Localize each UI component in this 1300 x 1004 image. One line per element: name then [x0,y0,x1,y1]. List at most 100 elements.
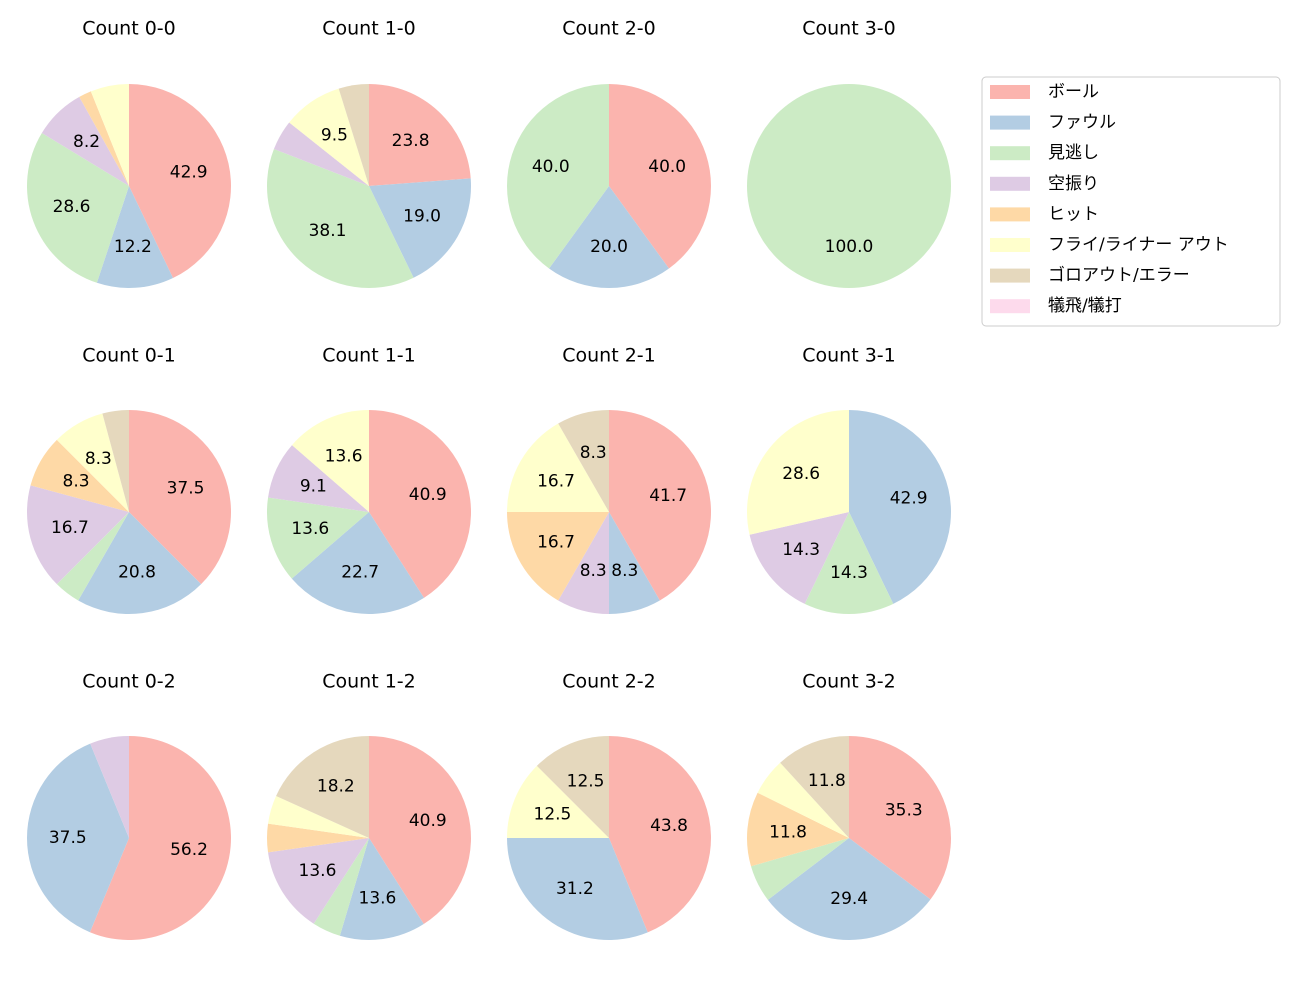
pie-slice [268,795,369,838]
chart-title: Count 3-1 [802,345,896,367]
legend-swatch [990,176,1030,191]
pie-slice [507,423,609,512]
value-label: 28.6 [53,197,91,217]
pie-slice [549,186,669,289]
pie-slice [609,512,660,614]
pie-slice [291,512,424,614]
value-label: 12.5 [534,805,572,825]
legend-swatch [990,207,1030,222]
pie-slice [558,512,609,614]
pie-slice [313,838,369,936]
value-label: 12.5 [567,771,605,791]
value-label: 8.3 [85,449,112,469]
pie-slice [369,410,471,598]
value-label: 20.0 [590,237,628,257]
pie-slice [30,439,129,512]
pie-slice [292,410,369,512]
legend-label: ゴロアウト/エラー [1048,265,1190,286]
value-label: 40.0 [648,157,686,177]
pie-slice [507,84,609,269]
pie-slice [558,410,609,512]
value-label: 9.5 [321,125,348,145]
value-label: 12.2 [114,237,152,257]
pie-slice [369,84,471,186]
pie-slice [78,512,202,614]
pie-slice [780,736,849,838]
pie-slice [129,410,231,585]
value-label: 31.2 [556,879,594,899]
legend-label: 空振り [1048,174,1099,194]
legend-label: フライ/ライナー アウト [1048,235,1229,255]
chart-title: Count 3-0 [802,18,896,40]
pie-slice [268,838,369,924]
pie-slice [369,178,471,278]
value-label: 23.8 [392,131,430,151]
legend-label: ヒット [1048,204,1099,224]
pie-slice [56,512,129,601]
value-label: 14.3 [782,540,820,560]
value-label: 14.3 [830,563,868,583]
pie-slice [102,410,129,512]
pie-slice [507,512,609,601]
legend-swatch [990,238,1030,252]
legend-swatch [990,268,1030,283]
value-label: 8.3 [580,443,607,463]
legend-label: ファウル [1048,113,1116,133]
value-label: 16.7 [51,518,89,538]
pie-slice [746,792,849,867]
value-label: 11.8 [769,823,807,843]
pie-slice [26,132,129,283]
legend-swatch [990,85,1030,99]
value-label: 28.6 [782,464,820,484]
pie-slice [767,838,931,940]
legend-swatch [990,299,1030,314]
value-label: 38.1 [309,221,347,241]
legend-label: 犠飛/犠打 [1048,296,1122,316]
pie-slice [266,149,414,289]
value-label: 41.7 [649,486,687,506]
pie-slice [56,413,129,512]
pie-slice [276,736,369,838]
value-label: 20.8 [118,563,156,583]
pie-slice [26,743,129,933]
chart-title: Count 0-2 [82,671,176,693]
value-label: 8.2 [73,132,100,152]
pie-slice [79,91,129,186]
pie-slice [90,736,129,838]
value-label: 16.7 [537,471,575,491]
value-label: 18.2 [317,777,355,797]
pie-slice [89,736,231,940]
pie-slice [267,823,369,853]
value-label: 37.5 [167,479,205,499]
value-label: 40.0 [532,157,570,177]
value-label: 42.9 [170,162,208,182]
chart-title: Count 1-1 [322,345,416,367]
pie-slice [849,736,951,900]
pie-slice [849,410,952,604]
value-label: 40.9 [409,811,447,831]
pie-slice [804,512,894,615]
pie-slice [750,838,849,900]
pie-slice [747,84,951,288]
value-label: 13.6 [359,889,397,909]
pie-slice [609,736,711,933]
pie-slice [507,838,648,940]
value-label: 8.3 [580,561,607,581]
legend-swatch [990,115,1030,130]
value-label: 29.4 [830,889,868,909]
value-label: 11.8 [808,771,846,791]
chart-title: Count 1-0 [322,18,416,40]
value-label: 8.3 [63,471,90,491]
pie-slice [273,122,369,186]
pie-slice [268,445,369,512]
pie-slice [96,186,174,288]
value-label: 13.6 [325,446,363,466]
value-label: 16.7 [537,533,575,553]
pie-slice [749,512,849,604]
chart-title: Count 2-1 [562,345,656,367]
legend-swatch [990,146,1030,161]
value-label: 35.3 [885,801,923,821]
pie-slice [266,497,369,579]
